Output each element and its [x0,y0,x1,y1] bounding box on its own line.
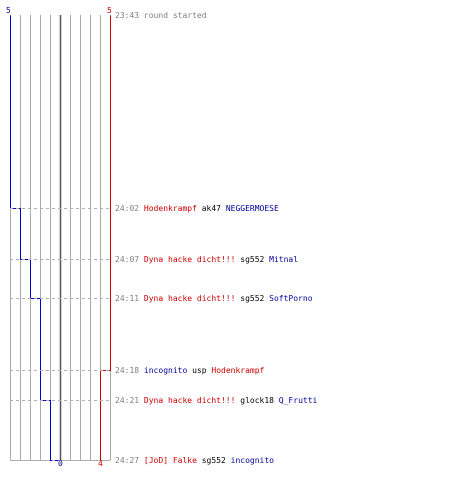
event-weapon: sg552 [196,456,231,465]
event-player-name: Dyna hacke dicht!!! [143,396,236,405]
event-weapon: usp [187,366,212,375]
blue-team-start-count: 5 [6,6,11,15]
event-weapon: sg552 [235,294,270,303]
red-team-alive-line [100,15,111,461]
event-weapon: sg552 [235,255,270,264]
event-row: 24:18 incognito usp Hodenkrampf [115,366,264,376]
event-row: 24:21 Dyna hacke dicht!!! glock18 Q_Frut… [115,396,317,406]
red-team-start-count: 5 [107,6,112,15]
event-row: 24:07 Dyna hacke dicht!!! sg552 Mitnal [115,255,298,265]
event-player-name: Hodenkrampf [211,366,265,375]
blue-team-end-count: 0 [58,459,63,468]
red-team-end-count: 4 [98,459,103,468]
event-row: 24:02 Hodenkrampf ak47 NEGGERMOESE [115,204,279,214]
event-player-name: incognito [230,456,274,465]
event-time: 24:02 [115,204,140,213]
event-weapon: ak47 [196,204,226,213]
event-player-name: Mitnal [269,255,299,264]
event-time: 24:07 [115,255,140,264]
blue-team-alive-line [10,15,61,461]
event-time: 24:18 [115,366,140,375]
event-player-name: Q_Frutti [278,396,318,405]
event-player-name: Dyna hacke dicht!!! [143,294,236,303]
event-player-name: NEGGERMOESE [225,204,279,213]
event-player-name: Dyna hacke dicht!!! [143,255,236,264]
event-row: 24:27 [JoD] Falke sg552 incognito [115,456,274,466]
event-row: 24:11 Dyna hacke dicht!!! sg552 SoftPorn… [115,294,313,304]
event-time: 24:11 [115,294,140,303]
event-player-name: Hodenkrampf [143,204,197,213]
event-time: 24:27 [115,456,140,465]
event-player-name: incognito [143,366,188,375]
event-player-name: [JoD] Falke [143,456,197,465]
event-player-name: SoftPorno [269,294,313,303]
event-player-name: round started [143,11,207,20]
event-weapon: glock18 [235,396,279,405]
event-time: 24:21 [115,396,140,405]
event-time: 23:43 [115,11,140,20]
event-row: 23:43 round started [115,11,207,21]
